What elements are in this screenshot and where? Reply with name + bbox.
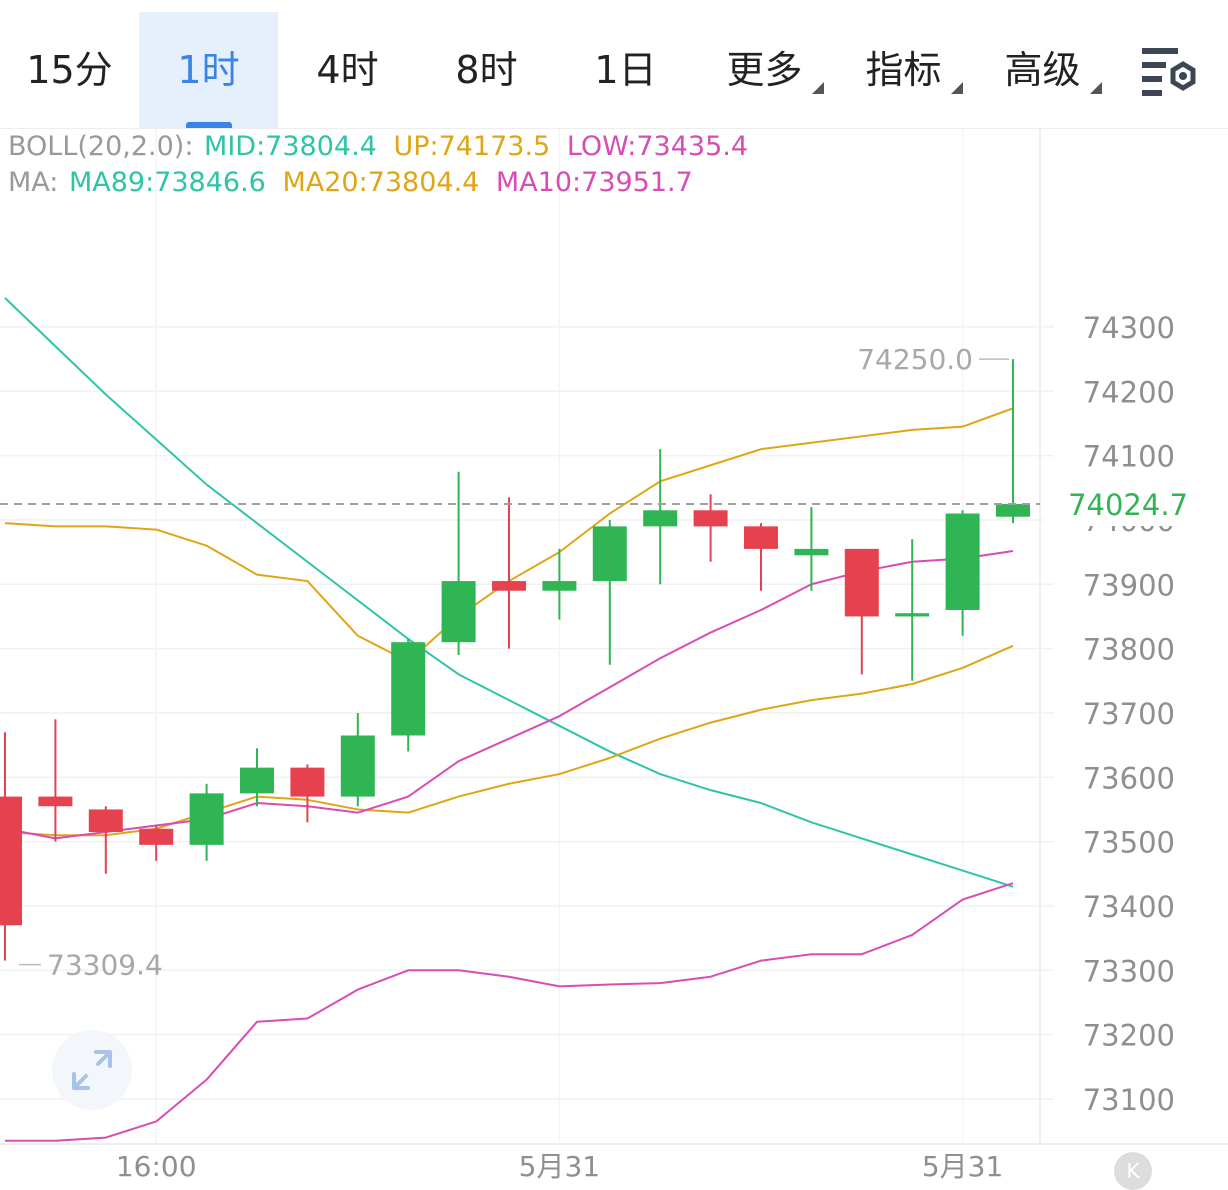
tab-label: 4时 xyxy=(316,48,379,92)
last-price-label: 74024.7 xyxy=(1068,488,1188,522)
boll-label: BOLL(20,2.0): xyxy=(8,131,194,162)
candle-body xyxy=(441,581,476,643)
series-line-ma89 xyxy=(4,297,1014,888)
last-price-tag-bg xyxy=(1044,480,1228,527)
y-tick-label: 74200 xyxy=(1083,375,1175,409)
tab-7[interactable]: 指标 xyxy=(834,12,973,128)
candle-body xyxy=(996,504,1030,517)
candle-body xyxy=(794,548,829,556)
boll-mid-value: MID:73804.4 xyxy=(204,131,377,162)
x-tick-label: 5月31 xyxy=(519,1150,600,1180)
candle-body xyxy=(895,613,930,617)
chart-settings-icon[interactable] xyxy=(1138,38,1202,102)
low-price-label: 73309.4 xyxy=(47,949,163,982)
y-tick-label: 73700 xyxy=(1083,697,1175,731)
tab-label: 1时 xyxy=(177,48,240,92)
candle-body xyxy=(0,796,22,926)
candle-body xyxy=(693,510,728,527)
candle-body xyxy=(945,513,980,611)
high-price-label: 74250.0 xyxy=(857,343,973,376)
boll-legend: BOLL(20,2.0): MID:73804.4 UP:74173.5 LOW… xyxy=(8,131,756,162)
dropdown-arrow-icon xyxy=(951,82,963,94)
candle-body xyxy=(88,809,123,832)
tab-label: 高级 xyxy=(1004,48,1081,92)
ma20-value: MA20:73804.4 xyxy=(282,167,480,198)
candle-body xyxy=(643,510,678,527)
y-tick-label: 73300 xyxy=(1083,954,1175,988)
candle-body xyxy=(391,642,426,736)
x-tick-label: 16:00 xyxy=(116,1150,197,1180)
active-tab-indicator xyxy=(185,122,232,128)
candle-body xyxy=(542,581,577,591)
tab-5[interactable]: 1日 xyxy=(556,12,695,128)
boll-low-value: LOW:73435.4 xyxy=(566,131,749,162)
ma-legend: MA: MA89:73846.6 MA20:73804.4 MA10:73951… xyxy=(8,167,701,198)
y-tick-label: 73400 xyxy=(1083,890,1175,924)
tab-label: 8时 xyxy=(455,48,518,92)
y-tick-label: 73100 xyxy=(1083,1083,1175,1117)
kline-badge-icon[interactable]: K xyxy=(1114,1152,1152,1190)
tab-3[interactable]: 4时 xyxy=(278,12,417,128)
timeframe-tab-bar: 15分 1时 4时 8时 1日 更多 指标 高级 xyxy=(0,0,1228,129)
y-tick-label: 74100 xyxy=(1083,440,1175,474)
ma89-value: MA89:73846.6 xyxy=(68,167,266,198)
dropdown-arrow-icon xyxy=(812,82,824,94)
y-tick-label: 73500 xyxy=(1083,826,1175,860)
candle-body xyxy=(340,735,375,797)
candle-body xyxy=(290,767,325,797)
y-tick-label: 73800 xyxy=(1083,633,1175,667)
tab-6[interactable]: 更多 xyxy=(695,12,834,128)
candle-body xyxy=(189,793,224,845)
y-tick-label: 74300 xyxy=(1083,311,1175,345)
boll-up-value: UP:74173.5 xyxy=(393,131,551,162)
tab-2[interactable]: 1时 xyxy=(139,12,278,128)
ma-label: MA: xyxy=(8,167,59,198)
tab-1[interactable]: 15分 xyxy=(0,12,139,128)
tab-label: 指标 xyxy=(865,48,942,92)
y-tick-label: 73200 xyxy=(1083,1019,1175,1053)
candle-body xyxy=(744,526,778,549)
dropdown-arrow-icon xyxy=(1090,82,1102,94)
expand-icon[interactable] xyxy=(52,1030,132,1110)
candle-body xyxy=(38,796,73,807)
candle-body xyxy=(139,828,174,845)
candle-body xyxy=(240,767,274,794)
series-line-low xyxy=(5,882,1014,1142)
y-tick-label: 73900 xyxy=(1083,568,1175,602)
y-tick-label: 73600 xyxy=(1083,761,1175,795)
ma10-value: MA10:73951.7 xyxy=(495,167,693,198)
tab-label: 更多 xyxy=(726,48,803,92)
tab-8[interactable]: 高级 xyxy=(973,12,1112,128)
tab-4[interactable]: 8时 xyxy=(417,12,556,128)
candle-body xyxy=(844,548,879,617)
candle-body xyxy=(592,526,627,582)
x-tick-label: 5月31 xyxy=(922,1150,1003,1180)
candle-body xyxy=(492,581,526,591)
tab-label: 1日 xyxy=(594,48,657,92)
tab-label: 15分 xyxy=(26,48,113,92)
